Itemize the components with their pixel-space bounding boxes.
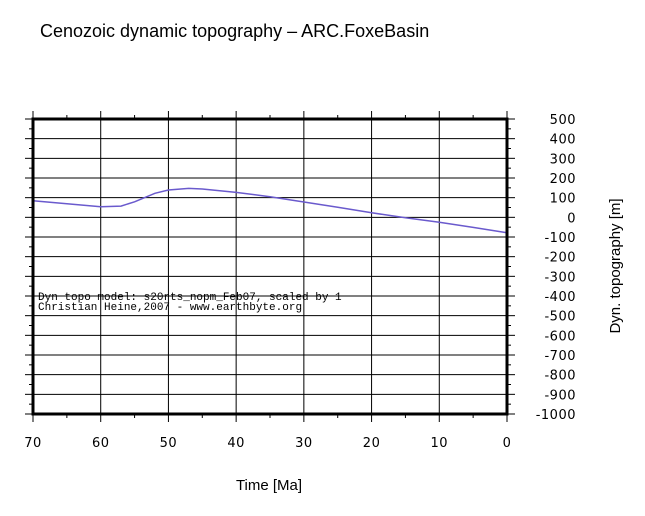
chart-title: Cenozoic dynamic topography – ARC.FoxeBa… <box>40 21 429 41</box>
y-tick-label: 400 <box>550 133 576 148</box>
tick-labels: 70 60 50 40 30 20 10 05004003002001000-100-200-… <box>24 113 576 451</box>
y-tick-label: -500 <box>544 310 576 325</box>
y-tick-label: -200 <box>544 251 576 266</box>
y-tick-label: -600 <box>544 329 576 344</box>
series-line <box>32 187 508 234</box>
annotation-credit: Christian Heine,2007 - www.earthbyte.org <box>38 302 302 314</box>
y-tick-label: -100 <box>544 231 576 246</box>
x-tick-label: 30 <box>295 436 313 451</box>
y-tick-label: -900 <box>544 388 576 403</box>
y-tick-label: 0 <box>567 211 576 226</box>
y-axis-label: Dyn. topography [m] <box>607 198 624 333</box>
x-axis-label: Time [Ma] <box>236 477 302 494</box>
x-tick-label: 40 <box>227 436 245 451</box>
y-tick-label: -400 <box>544 290 576 305</box>
x-tick-label: 50 <box>160 436 178 451</box>
grid <box>32 118 508 415</box>
x-tick-label: 10 <box>431 436 449 451</box>
x-tick-label: 60 <box>92 436 110 451</box>
x-tick-label: 0 <box>503 436 512 451</box>
y-tick-label: -700 <box>544 349 576 364</box>
y-tick-label: 300 <box>550 152 576 167</box>
x-tick-label: 20 <box>363 436 381 451</box>
y-tick-label: 100 <box>550 192 576 207</box>
y-tick-label: -300 <box>544 270 576 285</box>
annotation-model: Dyn topo model: s20rts_nopm_Feb07, scale… <box>38 292 342 304</box>
x-tick-label: 70 <box>24 436 42 451</box>
plot-frame <box>31 117 509 416</box>
y-tick-label: 200 <box>550 172 576 187</box>
y-tick-label: 500 <box>550 113 576 128</box>
y-tick-label: -800 <box>544 369 576 384</box>
axis-ticks <box>25 111 515 422</box>
y-tick-label: -1000 <box>536 408 576 423</box>
